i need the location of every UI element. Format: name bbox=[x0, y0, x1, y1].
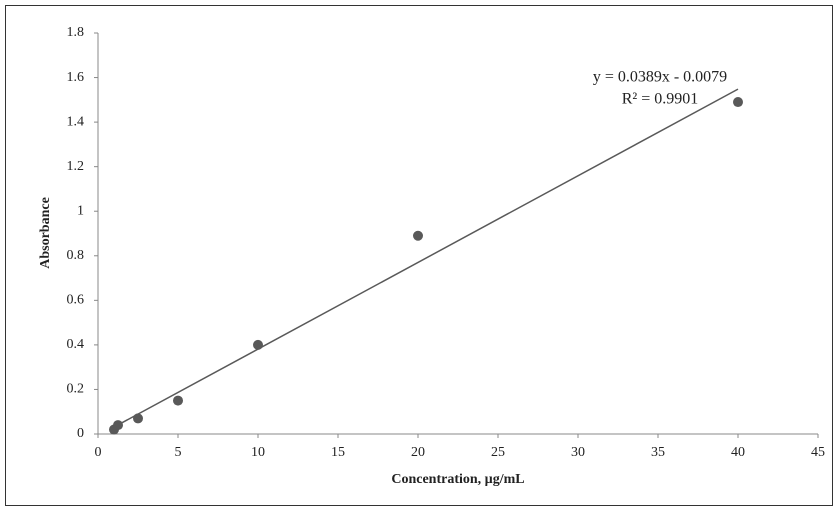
y-tick-label: 1.2 bbox=[67, 159, 85, 174]
x-tick-label: 30 bbox=[571, 445, 585, 460]
trendline-equation: y = 0.0389x - 0.0079 bbox=[593, 69, 727, 86]
data-point bbox=[253, 339, 263, 350]
y-tick-label: 1.4 bbox=[67, 114, 85, 129]
data-point bbox=[113, 420, 123, 431]
y-tick-label: 1.8 bbox=[67, 25, 85, 40]
x-tick-label: 5 bbox=[175, 445, 182, 460]
y-tick-label: 0 bbox=[77, 426, 84, 441]
y-tick-label: 0.2 bbox=[67, 382, 85, 397]
x-tick-label: 35 bbox=[651, 445, 665, 460]
y-tick-label: 1 bbox=[77, 203, 84, 218]
y-tick-label: 0.6 bbox=[67, 293, 85, 308]
y-axis-title: Absorbance bbox=[38, 197, 53, 269]
x-tick-label: 40 bbox=[731, 445, 745, 460]
data-point bbox=[733, 97, 743, 108]
y-tick-label: 1.6 bbox=[67, 70, 85, 85]
x-tick-label: 20 bbox=[411, 445, 425, 460]
x-tick-label: 25 bbox=[491, 445, 505, 460]
data-point bbox=[413, 230, 423, 241]
trendline bbox=[113, 88, 739, 428]
data-point bbox=[173, 395, 183, 406]
x-tick-label: 15 bbox=[331, 445, 345, 460]
x-tick-label: 0 bbox=[95, 445, 102, 460]
y-tick-label: 0.4 bbox=[67, 337, 85, 352]
chart-border bbox=[5, 5, 833, 506]
x-axis-title: Concentration, µg/mL bbox=[391, 472, 524, 487]
data-point bbox=[133, 413, 143, 424]
x-tick-label: 10 bbox=[251, 445, 265, 460]
y-tick-label: 0.8 bbox=[67, 248, 85, 263]
trendline-r-squared: R² = 0.9901 bbox=[622, 91, 699, 108]
x-tick-label: 45 bbox=[811, 445, 825, 460]
